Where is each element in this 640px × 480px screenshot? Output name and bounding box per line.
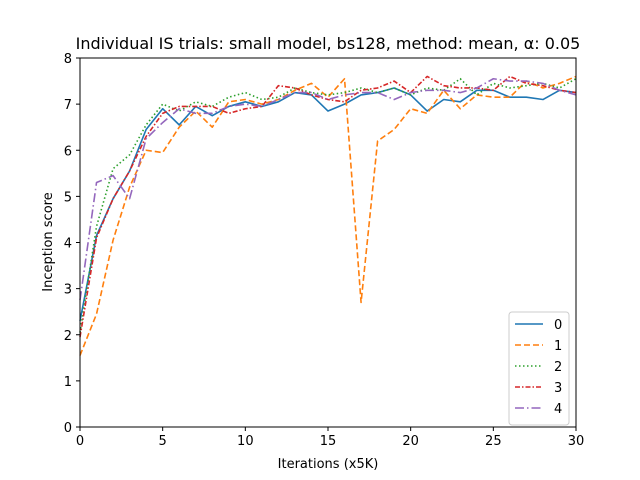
series-line-4 [79,77,577,301]
x-axis: 0 5 10 15 20 25 30 [76,427,584,449]
series-line-0 [79,87,577,322]
legend-label-0: 0 [554,318,562,333]
x-axis-label: Iterations (x5K) [278,457,379,472]
series-layer [79,75,577,356]
legend-label-2: 2 [554,360,562,375]
y-tick-label: 8 [64,52,72,67]
y-tick-label: 3 [64,283,72,298]
y-tick-label: 0 [64,421,72,436]
y-tick-label: 6 [64,144,72,159]
y-tick-label: 7 [64,98,72,113]
y-tick-label: 5 [64,190,72,205]
y-axis-label: Inception score [41,192,56,291]
y-tick-label: 1 [64,375,72,390]
legend-label-4: 4 [554,402,562,417]
x-tick-label: 15 [320,434,337,449]
legend-label-3: 3 [554,381,562,396]
legend-label-1: 1 [554,339,562,354]
x-tick-label: 10 [237,434,254,449]
x-tick-label: 25 [485,434,502,449]
legend-box [508,311,570,426]
x-tick-label: 30 [568,434,585,449]
y-axis: 0 1 2 3 4 5 6 7 8 [64,52,80,436]
series-line-2 [79,77,577,333]
y-tick-label: 2 [64,329,72,344]
y-tick-label: 4 [64,237,72,252]
x-tick-label: 20 [402,434,419,449]
x-tick-label: 5 [159,434,167,449]
chart-title: Individual IS trials: small model, bs128… [76,34,581,53]
legend: 0 1 2 3 4 [508,311,570,426]
x-tick-label: 0 [76,434,84,449]
series-line-3 [79,75,577,338]
